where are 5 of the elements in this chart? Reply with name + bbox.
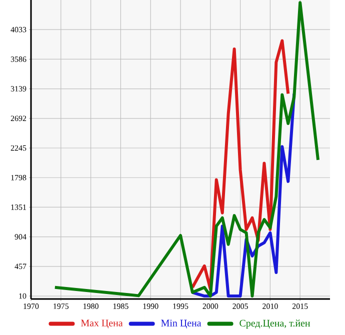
- line-series: [53, 1, 320, 298]
- legend-label: Max Цена: [80, 320, 123, 328]
- legend-label: Min Цена: [161, 320, 202, 328]
- line-series: [190, 39, 290, 291]
- legend-label: Сред.Цена, т.йен: [240, 320, 310, 329]
